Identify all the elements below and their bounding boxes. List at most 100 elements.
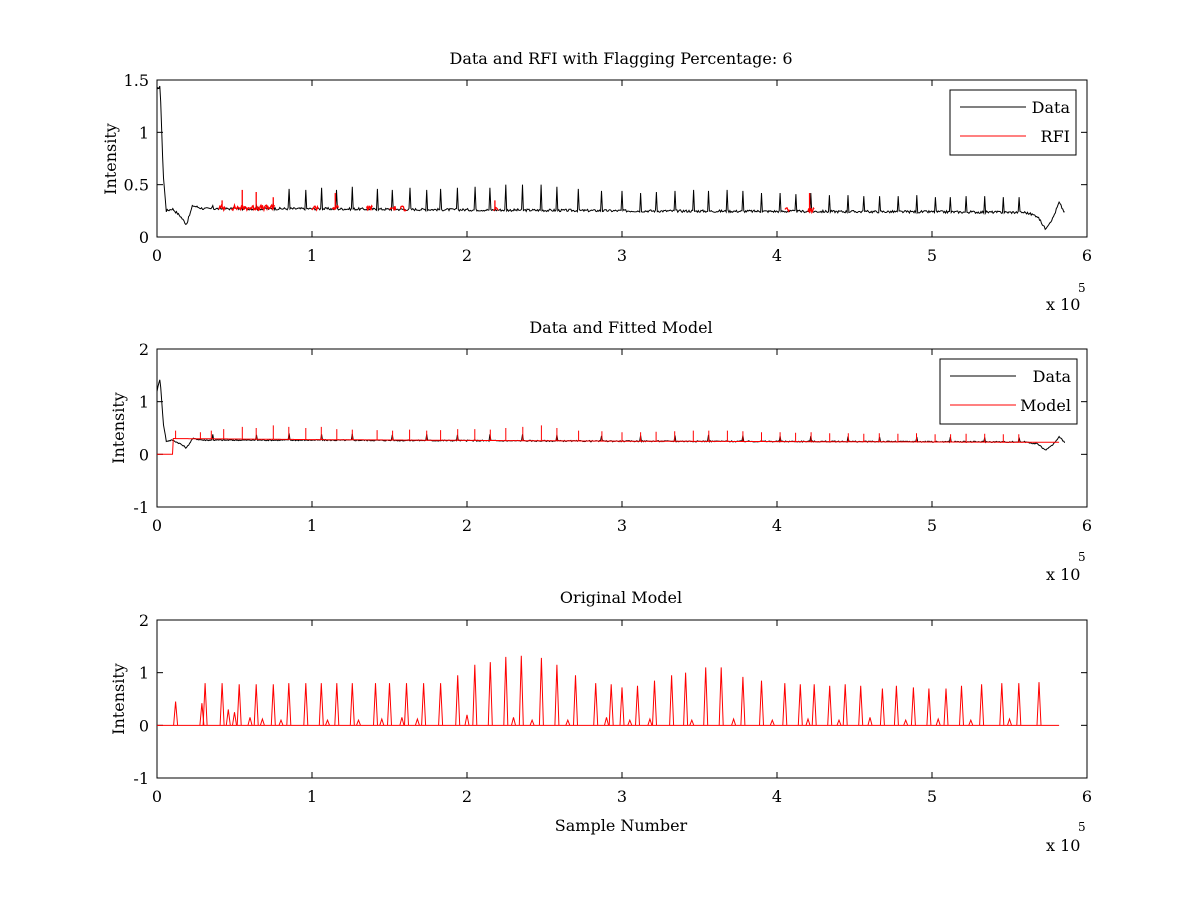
legend-label: Data [1033, 367, 1072, 386]
rfi-segment [493, 206, 499, 212]
model-spike [236, 684, 242, 726]
x-multiplier: x 10 [1046, 295, 1080, 314]
model-spike [399, 717, 405, 726]
model-spike [404, 683, 409, 726]
model-spike [438, 683, 444, 726]
x-tick-label: 0 [152, 246, 162, 265]
model-spike [573, 675, 578, 726]
model-spike [503, 656, 509, 726]
x-tick-label: 0 [152, 787, 162, 806]
model-spike [647, 717, 653, 726]
x-tick-label: 3 [617, 246, 627, 265]
model-spike [511, 717, 516, 726]
model-spike [538, 657, 544, 726]
y-tick-label: 1 [139, 393, 149, 412]
panel-original-model: Original Model Intensity Sample Number x… [109, 588, 1092, 855]
model-spike [253, 684, 259, 726]
x-tick-label: 4 [772, 787, 782, 806]
x-tick-label: 2 [462, 516, 472, 535]
y-tick-label: 1 [139, 123, 149, 142]
y-tick-label: 0 [139, 716, 149, 735]
model-spike [1007, 717, 1012, 726]
x-tick-label: 1 [307, 516, 317, 535]
model-spike [554, 664, 560, 726]
model-spike [935, 717, 941, 726]
model-spike [827, 685, 833, 726]
legend-box [939, 358, 1078, 425]
legend-label: Data [1032, 98, 1071, 117]
chart-title: Original Model [560, 588, 682, 607]
x-multiplier-exponent: 5 [1078, 281, 1086, 295]
model-spike [740, 676, 746, 726]
model-spike [565, 718, 571, 726]
model-spike [303, 683, 309, 726]
series-model-line [157, 425, 1060, 455]
model-spike [718, 667, 724, 726]
model-spike [1016, 683, 1022, 726]
x-tick-label: 3 [617, 787, 627, 806]
model-spike [286, 683, 292, 726]
y-tick-label: -1 [133, 769, 149, 788]
model-spike [959, 685, 964, 726]
x-multiplier: x 10 [1046, 565, 1080, 584]
x-tick-label: 6 [1082, 516, 1092, 535]
x-tick-label: 3 [617, 516, 627, 535]
model-spike [421, 683, 427, 726]
y-axis-label: Intensity [109, 663, 128, 735]
model-spike [797, 684, 803, 726]
legend-box [949, 89, 1077, 156]
model-spike [334, 683, 340, 726]
model-spike [232, 712, 237, 726]
model-spike [805, 717, 811, 726]
rfi-segment [389, 205, 397, 211]
model-spike [604, 717, 609, 726]
model-spike [842, 684, 848, 726]
rfi-segment [311, 204, 319, 212]
x-tick-label: 6 [1082, 246, 1092, 265]
x-multiplier-exponent: 5 [1078, 820, 1086, 834]
y-tick-label: 0 [139, 228, 149, 247]
model-spike [472, 664, 478, 726]
model-spike [593, 683, 599, 726]
model-spike [518, 655, 524, 726]
legend: Data RFI [949, 89, 1077, 156]
x-multiplier-exponent: 5 [1078, 550, 1086, 564]
model-spike [968, 718, 974, 726]
model-spike [247, 717, 253, 726]
x-tick-label: 4 [772, 516, 782, 535]
model-spike [703, 667, 709, 726]
model-spike [943, 688, 949, 726]
model-spike [858, 685, 864, 726]
y-tick-label: 0.5 [124, 176, 149, 195]
series-data-line [156, 85, 1065, 231]
y-tick-label: 2 [139, 611, 149, 630]
y-axis-label: Intensity [109, 392, 128, 464]
model-spike [627, 718, 633, 726]
model-spike [811, 684, 817, 726]
model-spike [455, 675, 461, 726]
rfi-segment [231, 202, 276, 213]
y-axis-label: Intensity [101, 123, 120, 195]
model-spike [464, 714, 470, 726]
y-tick-label: 1.5 [124, 71, 149, 90]
panel-fitted-model: Data and Fitted Model Intensity x 10 5 0… [109, 318, 1092, 584]
model-spike [893, 685, 899, 726]
y-tick-label: -1 [133, 498, 149, 517]
x-tick-label: 5 [927, 246, 937, 265]
panel-rfi: Data and RFI with Flagging Percentage: 6… [101, 49, 1092, 314]
model-spike [652, 680, 657, 726]
y-tick-label: 1 [139, 664, 149, 683]
model-spike [635, 685, 640, 726]
rfi-segment [399, 205, 407, 212]
chart-title: Data and RFI with Flagging Percentage: 6 [449, 49, 792, 68]
model-spike [1036, 682, 1042, 726]
model-spike [619, 687, 625, 726]
model-spike [325, 718, 330, 726]
model-spike [867, 717, 873, 726]
model-spike [836, 718, 842, 726]
legend-label: Model [1020, 396, 1071, 415]
model-spike [270, 684, 276, 726]
model-spike [202, 683, 208, 726]
model-spike [356, 718, 361, 726]
